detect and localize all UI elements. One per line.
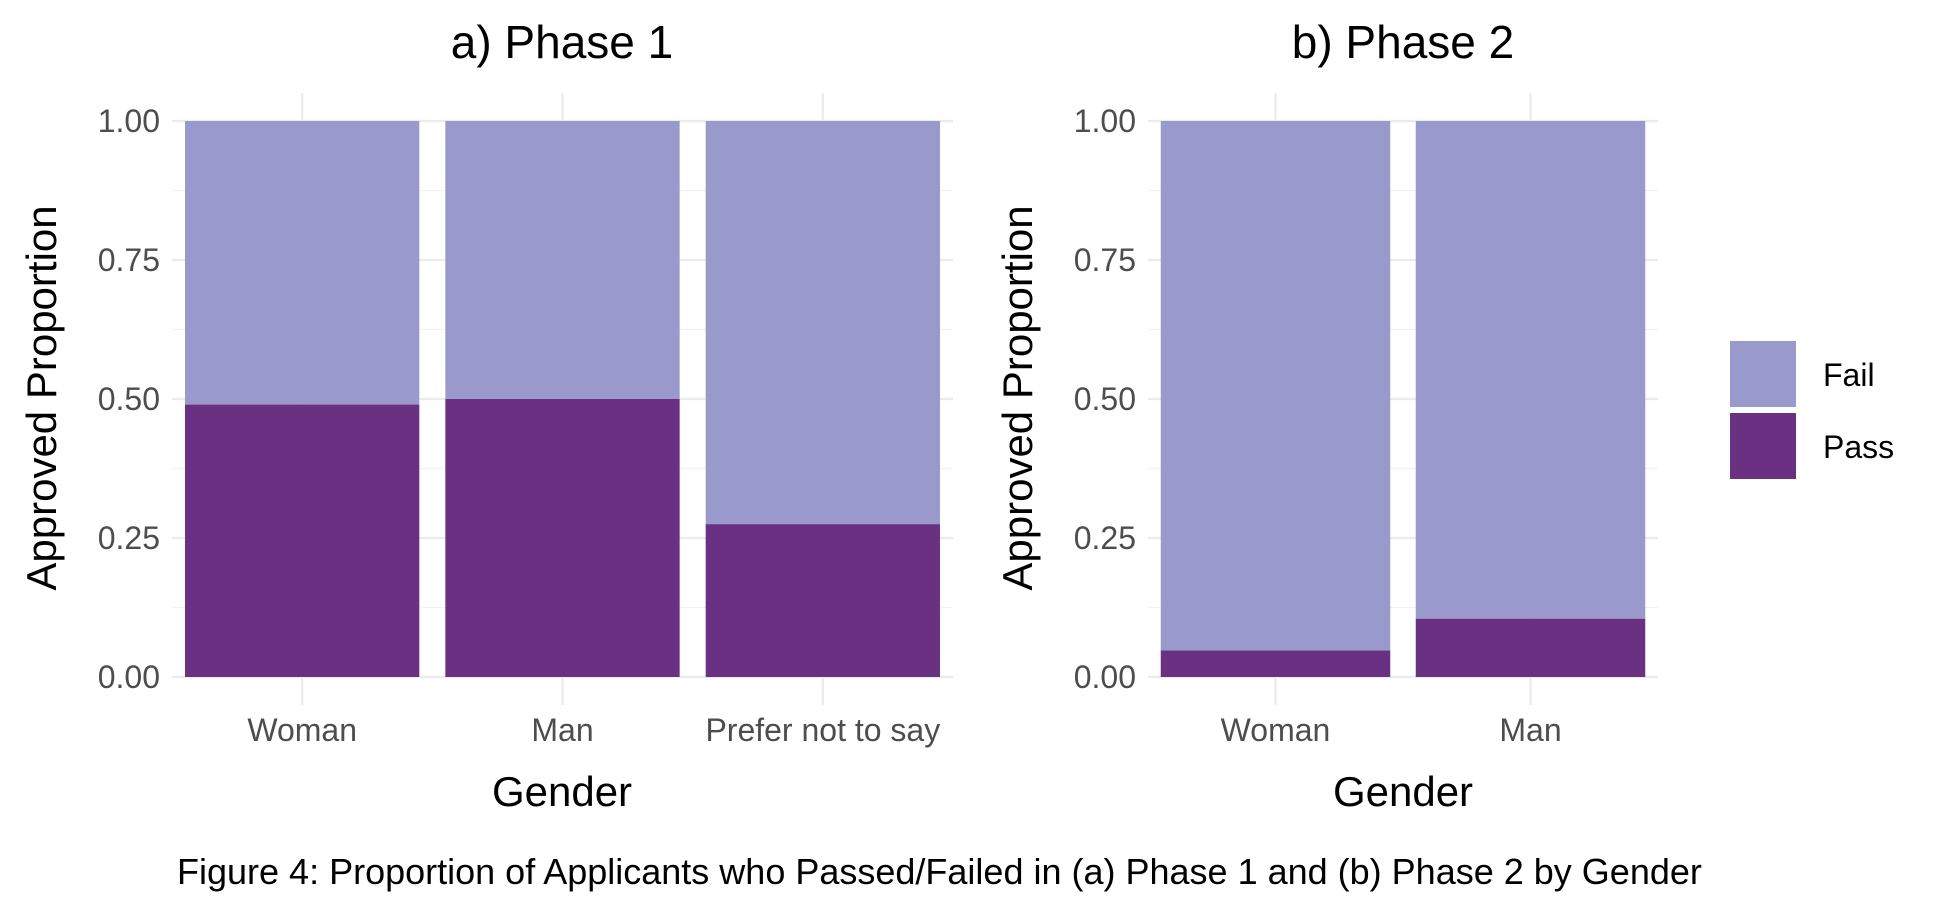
legend: Fail Pass <box>1730 341 1894 479</box>
y-tick-label: 0.25 <box>98 520 160 556</box>
panel-phase-1-y-axis-title: Approved Proportion <box>18 205 65 590</box>
bar-pass-man <box>445 399 680 677</box>
bar-pass-man <box>1415 618 1646 677</box>
panel-phase-1-y-axis: 0.00 0.25 0.50 0.75 1.00 <box>98 103 160 695</box>
legend-key-fail <box>1730 341 1796 407</box>
y-tick-label: 0.50 <box>1074 381 1136 417</box>
panel-phase-1-bars <box>185 121 940 677</box>
panel-phase-2-title: b) Phase 2 <box>1292 16 1514 68</box>
panel-phase-2: 0.00 0.25 0.50 0.75 1.00 Woman Man b) Phase 2… <box>994 16 1658 815</box>
panel-phase-2-y-axis-title: Approved Proportion <box>994 205 1041 590</box>
y-tick-label: 0.75 <box>1074 242 1136 278</box>
bar-fail-woman <box>1160 121 1391 651</box>
x-tick-label-woman: Woman <box>247 712 357 748</box>
bar-fail-man <box>1415 121 1646 619</box>
x-tick-label-man: Man <box>531 712 593 748</box>
panel-phase-1: 0.00 0.25 0.50 0.75 1.00 Woman Man Prefer not … <box>18 16 953 815</box>
x-tick-label-man: Man <box>1499 712 1561 748</box>
panel-phase-1-x-axis: Woman Man Prefer not to say <box>247 712 940 748</box>
panel-phase-1-title: a) Phase 1 <box>451 16 673 68</box>
y-tick-label: 0.50 <box>98 381 160 417</box>
x-tick-label-woman: Woman <box>1221 712 1331 748</box>
x-tick-label-prefer-not-to-say: Prefer not to say <box>705 712 940 748</box>
bar-pass-woman <box>185 404 420 677</box>
bar-fail-prefer-not-to-say <box>705 121 940 525</box>
bar-fail-man <box>445 121 680 399</box>
y-tick-label: 1.00 <box>98 103 160 139</box>
legend-label-pass: Pass <box>1823 429 1894 465</box>
bar-pass-woman <box>1160 650 1391 677</box>
y-tick-label: 0.75 <box>98 242 160 278</box>
panel-phase-2-y-axis: 0.00 0.25 0.50 0.75 1.00 <box>1074 103 1136 695</box>
bar-pass-prefer-not-to-say <box>705 524 940 677</box>
figure-caption: Figure 4: Proportion of Applicants who P… <box>177 851 1702 892</box>
panel-phase-2-x-axis: Woman Man <box>1221 712 1562 748</box>
panel-phase-1-x-axis-title: Gender <box>492 768 632 815</box>
y-tick-label: 0.00 <box>1074 659 1136 695</box>
panel-phase-2-bars <box>1160 121 1646 677</box>
y-tick-label: 0.00 <box>98 659 160 695</box>
y-tick-label: 0.25 <box>1074 520 1136 556</box>
legend-key-pass <box>1730 413 1796 479</box>
bar-fail-woman <box>185 121 420 405</box>
legend-label-fail: Fail <box>1823 357 1875 393</box>
panel-phase-2-x-axis-title: Gender <box>1333 768 1473 815</box>
y-tick-label: 1.00 <box>1074 103 1136 139</box>
